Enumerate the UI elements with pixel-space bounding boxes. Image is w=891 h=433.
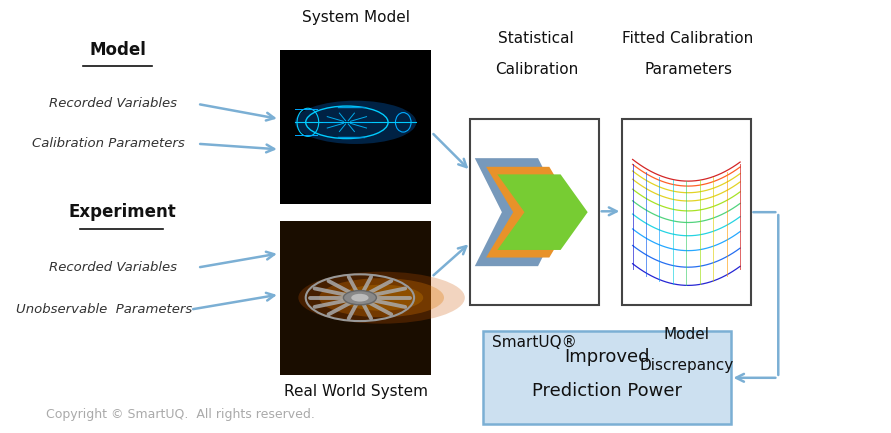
Text: Model: Model [664,327,709,342]
Text: Recorded Variables: Recorded Variables [49,261,177,274]
Text: Model: Model [89,41,146,59]
Ellipse shape [343,291,376,305]
Text: Copyright © SmartUQ.  All rights reserved.: Copyright © SmartUQ. All rights reserved… [45,408,315,421]
Text: Real World System: Real World System [284,385,428,399]
Text: Calibration Parameters: Calibration Parameters [32,137,184,150]
Polygon shape [486,167,576,258]
Ellipse shape [340,285,423,311]
Text: Prediction Power: Prediction Power [532,381,682,400]
Text: System Model: System Model [302,10,410,25]
Text: Parameters: Parameters [644,62,732,77]
Ellipse shape [319,278,444,317]
Text: Calibration: Calibration [495,62,578,77]
Text: Experiment: Experiment [68,203,176,221]
FancyBboxPatch shape [280,50,431,204]
Text: Statistical: Statistical [498,32,574,46]
Text: Fitted Calibration: Fitted Calibration [623,32,754,46]
Text: SmartUQ®: SmartUQ® [492,335,577,349]
Ellipse shape [295,101,416,144]
Polygon shape [497,174,588,250]
Text: Unobservable  Parameters: Unobservable Parameters [16,303,192,316]
FancyBboxPatch shape [280,221,431,375]
FancyBboxPatch shape [470,119,599,305]
FancyBboxPatch shape [484,331,731,424]
Ellipse shape [351,294,369,301]
Text: Improved: Improved [564,348,650,366]
FancyBboxPatch shape [622,119,750,305]
Text: Discrepancy: Discrepancy [639,359,733,373]
Ellipse shape [298,272,465,324]
Polygon shape [475,158,565,266]
Text: Recorded Variables: Recorded Variables [49,97,177,110]
